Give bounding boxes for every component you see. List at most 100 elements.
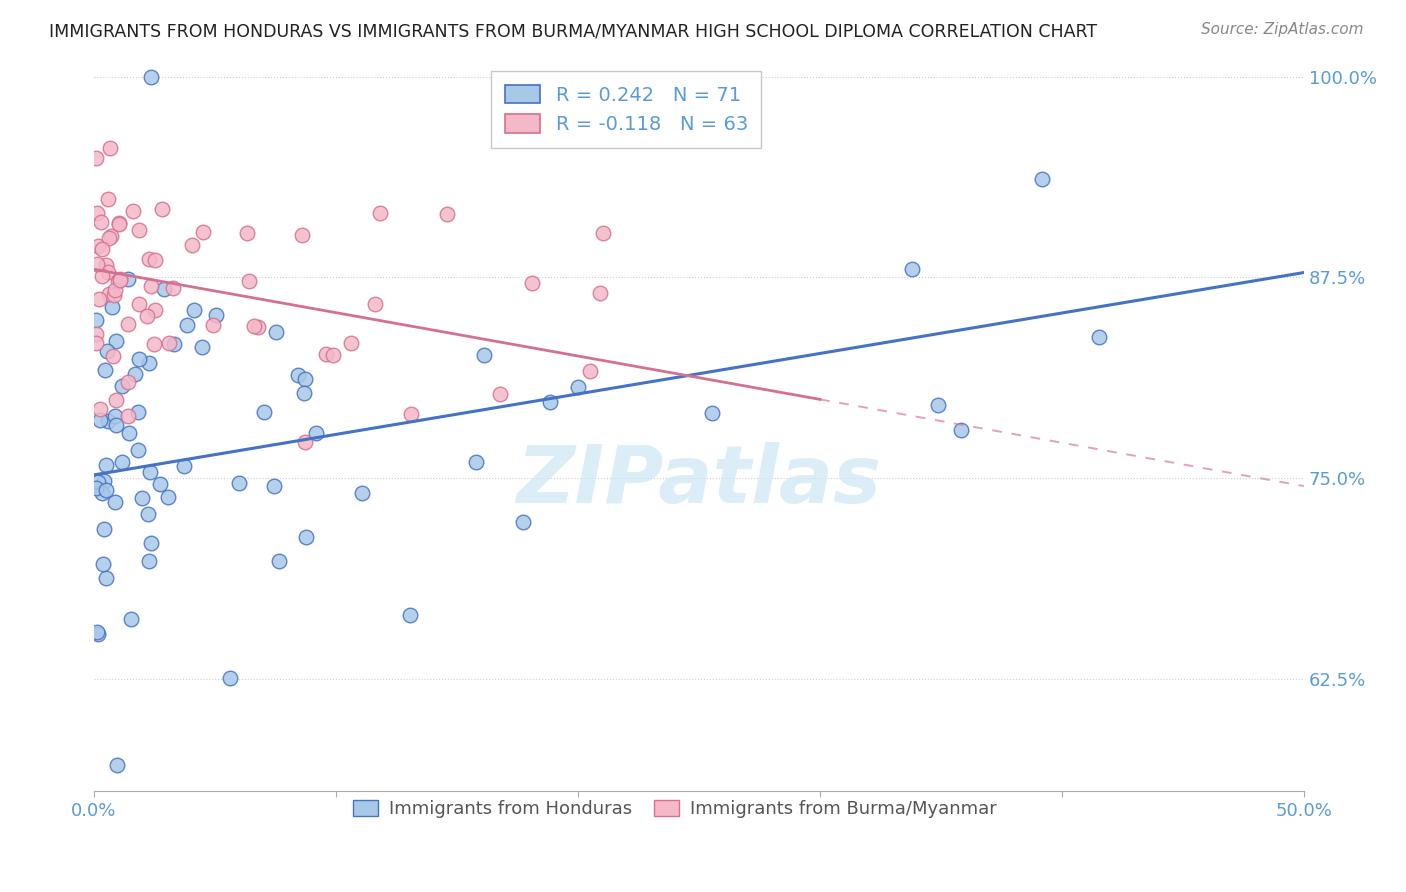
Point [128,223,150,237]
Point [117,272,139,286]
Point [97,192,120,206]
Point [103,288,125,302]
Point [236,226,259,240]
Point [464,455,486,469]
Point [118,426,141,441]
Point [295,530,318,544]
Point [339,336,361,351]
Point [136,309,159,323]
Point [294,372,316,386]
Point [150,202,173,216]
Point [138,465,160,479]
Point [87,475,110,490]
Point [139,279,162,293]
Point [264,325,287,339]
Point [117,317,139,331]
Point [105,758,128,772]
Point [121,204,143,219]
Point [98,231,121,245]
Point [138,554,160,568]
Point [589,285,612,300]
Point [292,385,315,400]
Point [143,253,166,268]
Point [127,443,149,458]
Point [108,272,131,286]
Point [143,303,166,318]
Point [86,312,108,326]
Point [267,554,290,568]
Point [538,395,561,409]
Point [94,259,117,273]
Point [162,280,184,294]
Point [247,319,270,334]
Point [322,348,344,362]
Point [86,481,108,495]
Point [193,225,215,239]
Point [136,507,159,521]
Point [111,379,134,393]
Point [108,273,131,287]
Point [138,356,160,370]
Point [86,625,108,640]
Point [181,238,204,252]
Point [253,405,276,419]
Point [315,347,337,361]
Point [86,151,108,165]
Point [173,459,195,474]
Point [91,242,114,256]
Point [399,608,422,623]
Point [104,409,127,423]
Point [96,458,118,473]
Point [436,207,458,221]
Text: Source: ZipAtlas.com: Source: ZipAtlas.com [1201,22,1364,37]
Point [98,141,121,155]
Point [287,368,309,382]
Text: ZIPatlas: ZIPatlas [516,442,882,519]
Point [512,515,534,529]
Point [157,336,180,351]
Point [86,336,108,351]
Point [98,286,121,301]
Point [107,274,129,288]
Point [104,495,127,509]
Point [592,226,614,240]
Point [94,571,117,585]
Point [243,318,266,333]
Point [104,418,127,433]
Point [149,477,172,491]
Point [107,216,129,230]
Legend: Immigrants from Honduras, Immigrants from Burma/Myanmar: Immigrants from Honduras, Immigrants fro… [346,793,1004,826]
Point [86,626,108,640]
Point [228,476,250,491]
Point [183,303,205,318]
Point [86,206,108,220]
Point [89,402,111,417]
Point [128,352,150,367]
Point [93,523,115,537]
Point [368,206,391,220]
Point [97,414,120,428]
Point [950,423,973,437]
Point [901,262,924,277]
Point [96,343,118,358]
Point [138,252,160,266]
Point [91,269,114,284]
Point [238,274,260,288]
Point [191,340,214,354]
Point [401,407,423,421]
Point [108,217,131,231]
Point [97,265,120,279]
Point [101,350,124,364]
Point [131,491,153,506]
Point [141,70,163,84]
Point [162,336,184,351]
Point [152,282,174,296]
Point [567,380,589,394]
Point [127,405,149,419]
Point [520,276,543,290]
Point [87,239,110,253]
Point [363,296,385,310]
Point [93,474,115,488]
Point [117,375,139,389]
Point [105,392,128,407]
